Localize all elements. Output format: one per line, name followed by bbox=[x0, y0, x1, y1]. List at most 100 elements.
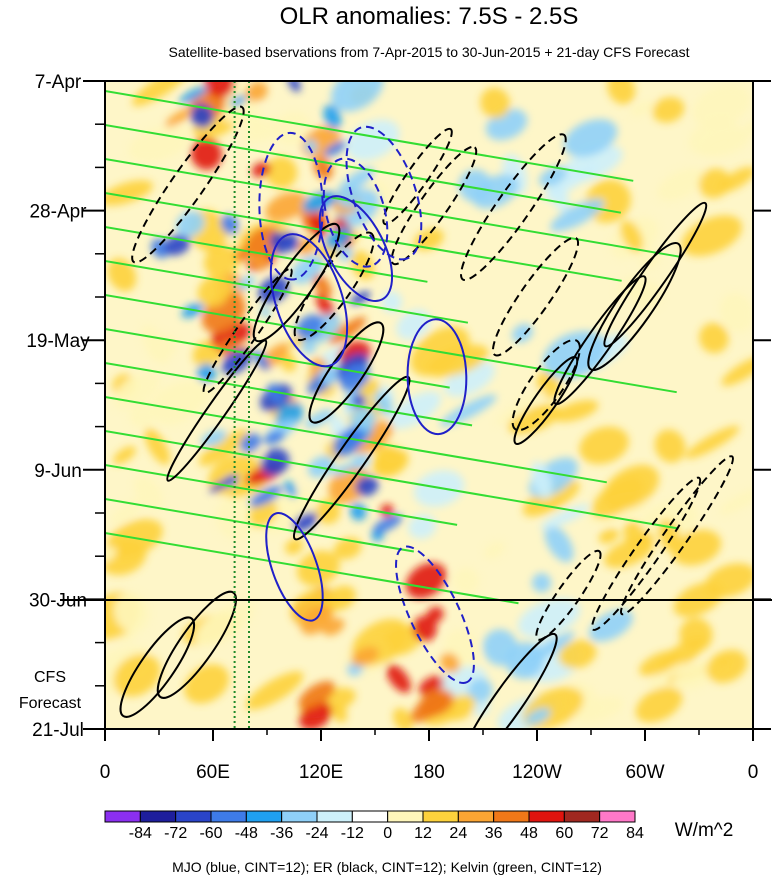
olr-anomaly-patch bbox=[719, 487, 753, 515]
olr-anomaly-patch bbox=[190, 103, 214, 128]
olr-anomaly-patch bbox=[607, 81, 636, 105]
olr-anomaly-patch bbox=[350, 291, 371, 305]
colorbar-label: -72 bbox=[164, 825, 187, 842]
olr-anomaly-patch bbox=[239, 433, 262, 453]
olr-anomaly-patch bbox=[572, 696, 624, 724]
olr-anomaly-patch bbox=[721, 356, 753, 386]
er-contour bbox=[460, 133, 567, 282]
olr-anomaly-patch bbox=[704, 563, 753, 598]
olr-anomaly-patch bbox=[323, 141, 347, 157]
y-tick-label: 21-Jul bbox=[32, 720, 84, 741]
y-tick-label: 7-Apr bbox=[35, 72, 82, 93]
olr-anomaly-patch bbox=[265, 192, 308, 222]
er-contour bbox=[511, 338, 581, 432]
olr-anomaly-patch bbox=[284, 480, 297, 499]
olr-anomaly-patch bbox=[351, 646, 379, 667]
olr-anomaly-patch bbox=[685, 425, 740, 459]
olr-anomaly-patch bbox=[203, 244, 240, 278]
er-contour bbox=[620, 455, 734, 616]
olr-anomaly-patch bbox=[107, 257, 137, 292]
kelvin-contour bbox=[105, 158, 681, 258]
kelvin-contour bbox=[105, 90, 634, 182]
olr-anomaly-patch bbox=[508, 404, 561, 434]
olr-anomaly-patch bbox=[322, 618, 345, 636]
olr-anomaly-patch bbox=[132, 81, 188, 107]
olr-anomaly-patch bbox=[147, 335, 178, 361]
olr-anomaly-patch bbox=[190, 137, 222, 170]
colorbar-swatch bbox=[457, 810, 495, 823]
olr-anomaly-patch bbox=[151, 238, 170, 259]
olr-anomaly-patch bbox=[389, 391, 442, 429]
footnote: MJO (blue, CINT=12); ER (black, CINT=12)… bbox=[172, 859, 602, 875]
olr-anomaly-patch bbox=[144, 428, 170, 465]
olr-anomaly-patch bbox=[511, 323, 533, 343]
x-axis: 0 60E 120E 180 120W 60W 0 bbox=[100, 729, 758, 783]
x-tick-label: 180 bbox=[413, 762, 445, 783]
forecast-label-line2: Forecast bbox=[19, 695, 82, 712]
olr-anomaly-patch bbox=[128, 124, 191, 163]
olr-anomaly-patch bbox=[164, 107, 194, 128]
colorbar-units: W/m^2 bbox=[675, 820, 734, 841]
colorbar-swatch bbox=[245, 810, 283, 823]
mjo-contour bbox=[269, 233, 349, 368]
colorbar-label: 84 bbox=[626, 825, 644, 842]
olr-anomaly-patch bbox=[681, 215, 743, 257]
olr-anomaly-patch bbox=[196, 363, 217, 383]
mjo-contour bbox=[395, 545, 475, 684]
er-contour bbox=[119, 616, 196, 718]
olr-anomaly-patch bbox=[635, 686, 683, 723]
olr-anomaly-patch bbox=[692, 84, 751, 128]
colorbar-label: 48 bbox=[520, 825, 538, 842]
olr-anomaly-patch bbox=[484, 541, 505, 559]
olr-anomaly-patch bbox=[245, 81, 268, 102]
olr-anomaly-patch bbox=[200, 429, 227, 447]
colorbar-label: -12 bbox=[341, 825, 364, 842]
colorbar-swatch bbox=[351, 810, 389, 823]
olr-anomaly-patch bbox=[544, 525, 574, 563]
olr-anomaly-patch bbox=[386, 664, 411, 693]
olr-anomaly-field bbox=[105, 81, 753, 729]
olr-anomaly-patch bbox=[113, 446, 136, 465]
er-contour bbox=[390, 145, 478, 266]
plot-area bbox=[60, 80, 772, 730]
colorbar-swatch bbox=[599, 810, 636, 823]
olr-anomaly-patch bbox=[352, 394, 366, 408]
y-axis: 7-Apr 28-Apr 19-May 9-Jun 30-Jun 21-Jul bbox=[26, 72, 771, 741]
olr-anomaly-patch bbox=[308, 455, 335, 478]
olr-anomaly-patch bbox=[654, 429, 686, 463]
colorbar-label: 60 bbox=[555, 825, 573, 842]
wave-filtered-contours bbox=[105, 90, 734, 729]
mjo-contour bbox=[265, 512, 324, 622]
er-contour bbox=[156, 590, 237, 699]
olr-anomaly-patch bbox=[657, 168, 706, 201]
colorbar-swatch bbox=[563, 810, 601, 823]
x-tick-label: 60W bbox=[625, 762, 664, 783]
colorbar-label: 0 bbox=[383, 825, 392, 842]
olr-anomaly-patch bbox=[589, 609, 633, 642]
er-contour bbox=[457, 632, 558, 729]
olr-anomaly-patch bbox=[331, 464, 353, 476]
olr-anomaly-patch bbox=[700, 132, 749, 157]
colorbar-label: 72 bbox=[591, 825, 609, 842]
er-contour bbox=[535, 549, 602, 641]
olr-anomaly-patch bbox=[392, 707, 413, 729]
olr-anomaly-patch bbox=[274, 111, 312, 146]
olr-anomaly-patch bbox=[350, 454, 371, 470]
mjo-contour bbox=[318, 195, 394, 302]
y-tick-label: 28-Apr bbox=[29, 202, 87, 223]
olr-anomaly-patch bbox=[553, 400, 599, 422]
olr-anomaly-patch bbox=[418, 688, 454, 717]
olr-anomaly-patch bbox=[220, 214, 240, 235]
chart-subtitle: Satellite-based bservations from 7-Apr-2… bbox=[169, 44, 690, 60]
olr-anomaly-patch bbox=[209, 474, 240, 493]
olr-anomaly-patch bbox=[563, 119, 618, 157]
olr-anomaly-patch bbox=[333, 537, 362, 560]
olr-anomaly-patch bbox=[652, 96, 685, 123]
olr-anomaly-patch bbox=[453, 567, 480, 594]
colorbar-label: -36 bbox=[270, 825, 293, 842]
olr-anomaly-patch bbox=[598, 528, 619, 544]
er-contour bbox=[591, 476, 702, 631]
colorbar-swatch bbox=[493, 810, 530, 823]
olr-anomaly-patch bbox=[251, 252, 269, 269]
